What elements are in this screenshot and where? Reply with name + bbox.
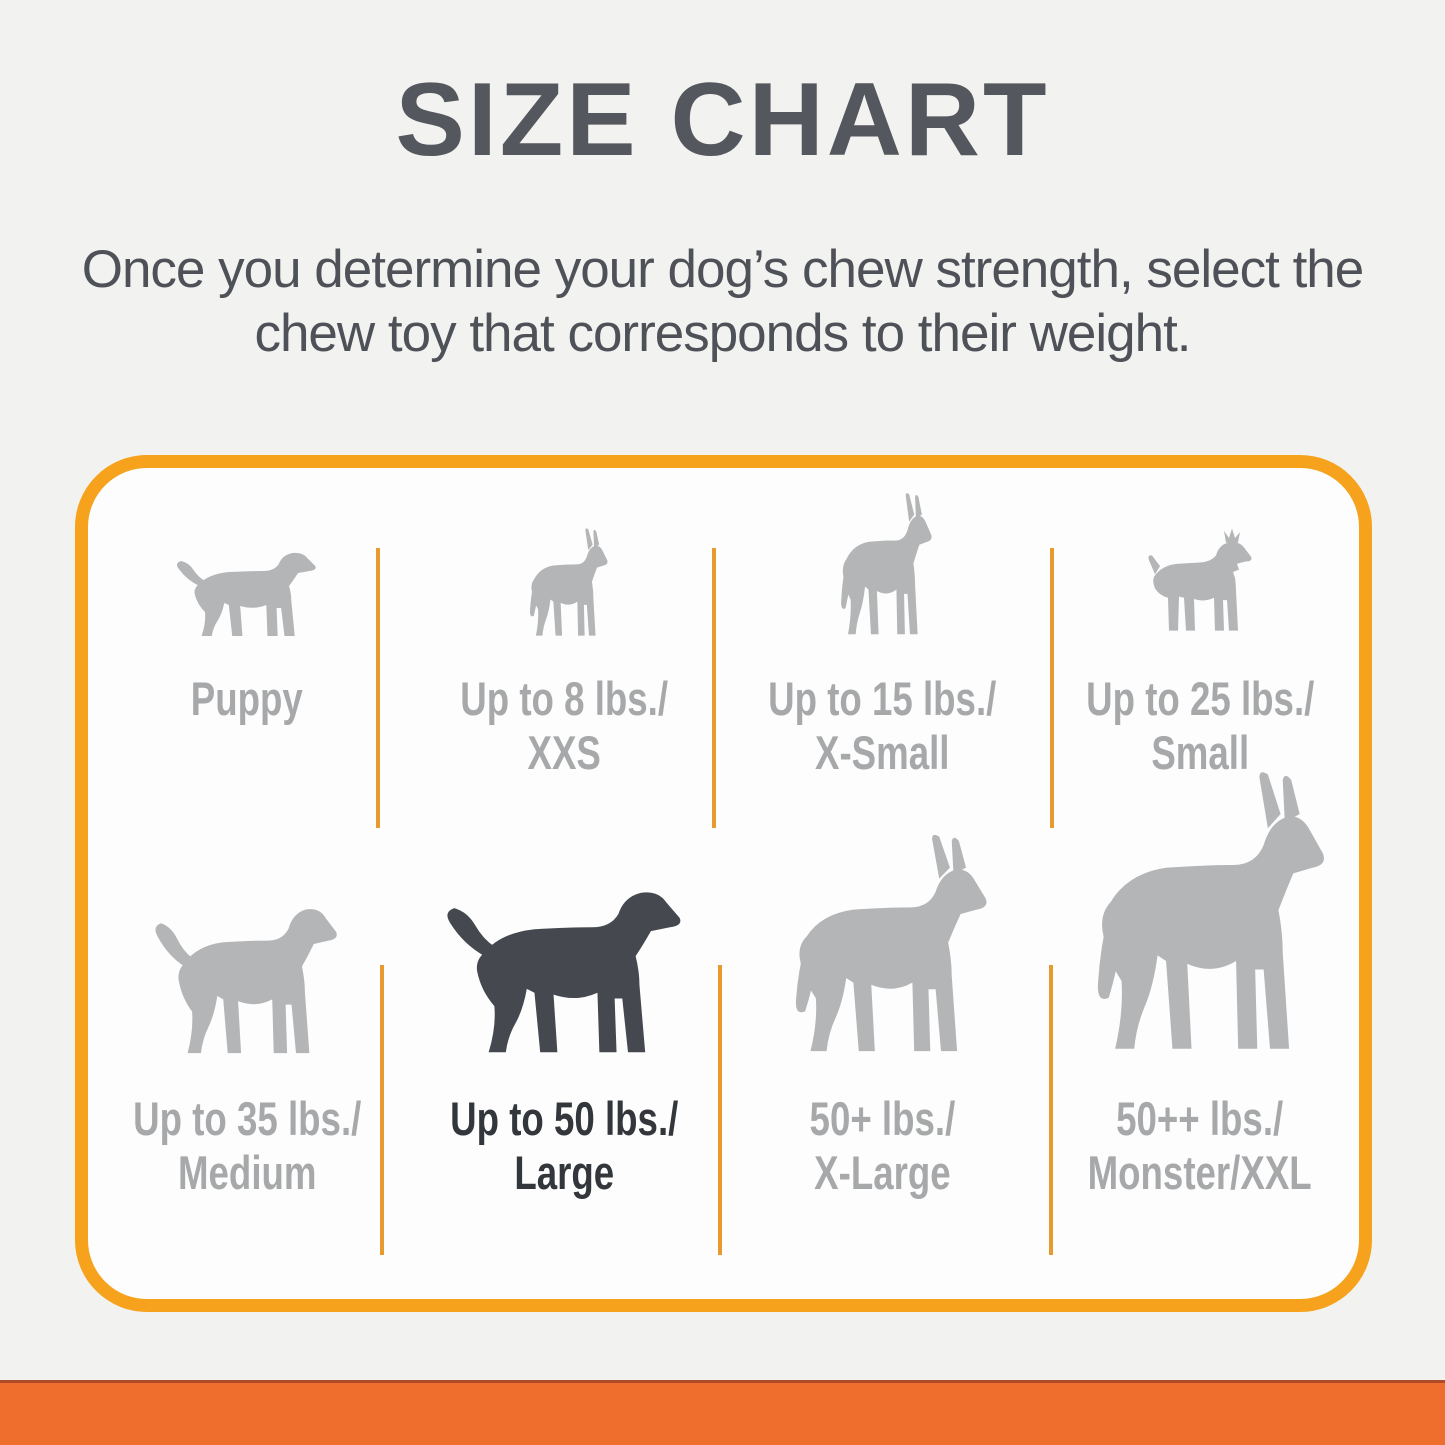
- icon-box: [764, 834, 1000, 1060]
- cattle-dog-icon: [796, 834, 987, 1052]
- size-label-line: 50+ lbs./: [809, 1092, 956, 1145]
- size-cell-puppy: Puppy: [88, 468, 406, 843]
- subtitle-line: Once you determine your dog’s chew stren…: [81, 240, 1365, 299]
- column-divider: [1049, 965, 1053, 1255]
- size-cell-monster-xxl: 50++ lbs./Monster/XXL: [1041, 772, 1359, 1299]
- icon-box: [1134, 468, 1266, 640]
- min-pin-dog-icon: [841, 493, 932, 635]
- column-divider: [1050, 548, 1054, 828]
- page-subtitle: Once you determine your dog’s chew stren…: [0, 238, 1445, 366]
- size-label: Up to 25 lbs./Small: [1086, 672, 1314, 780]
- size-label-line: Up to 50 lbs./: [450, 1092, 679, 1145]
- size-label: Up to 15 lbs./X-Small: [768, 672, 996, 780]
- column-divider: [380, 965, 384, 1255]
- size-label-line: Up to 15 lbs./: [768, 672, 997, 725]
- size-label-line: Small: [1151, 726, 1250, 779]
- size-label: Up to 8 lbs./XXS: [461, 672, 669, 780]
- bottom-accent-bar: [0, 1380, 1445, 1445]
- size-label-line: Large: [514, 1146, 615, 1199]
- icon-box: [826, 468, 938, 640]
- size-label-line: Medium: [177, 1146, 317, 1199]
- size-grid: Puppy Up to 8 lbs./XXS Up to 15 lbs./X-Sma…: [88, 468, 1359, 1299]
- page-title: SIZE CHART: [395, 62, 1050, 178]
- size-label: Up to 50 lbs./Large: [451, 1092, 679, 1200]
- size-label-line: XXS: [527, 726, 602, 779]
- size-label-line: Up to 25 lbs./: [1086, 672, 1315, 725]
- labrador-dog-icon: [447, 892, 681, 1053]
- size-label: 50++ lbs./Monster/XXL: [1088, 1092, 1312, 1200]
- icon-box: [149, 843, 345, 1060]
- size-cell-small: Up to 25 lbs./Small: [1041, 468, 1359, 843]
- size-label-line: Up to 35 lbs./: [132, 1092, 361, 1145]
- icon-box: [172, 468, 322, 640]
- size-label: 50+ lbs./X-Large: [810, 1092, 956, 1200]
- column-divider: [376, 548, 380, 828]
- size-cell-medium: Up to 35 lbs./Medium: [88, 843, 406, 1299]
- size-cell-xxs: Up to 8 lbs./XXS: [406, 468, 724, 843]
- size-cell-x-small: Up to 15 lbs./X-Small: [724, 468, 1042, 843]
- puppy-dog-icon: [176, 552, 316, 636]
- terrier-dog-icon: [1148, 528, 1252, 631]
- size-cell-large: Up to 50 lbs./Large: [406, 843, 724, 1299]
- column-divider: [712, 548, 716, 828]
- chihuahua-dog-icon: [529, 528, 608, 636]
- size-label-line: Monster/XXL: [1088, 1146, 1313, 1199]
- size-label-line: X-Small: [815, 726, 950, 779]
- size-label-line: X-Large: [814, 1146, 951, 1199]
- size-label: Up to 35 lbs./Medium: [133, 1092, 361, 1200]
- icon-box: [439, 843, 691, 1060]
- size-cell-x-large: 50+ lbs./X-Large: [724, 834, 1042, 1299]
- beagle-dog-icon: [155, 909, 337, 1054]
- great-dane-dog-icon: [1098, 772, 1325, 1049]
- icon-box: [1060, 772, 1340, 1060]
- size-label-line: Puppy: [190, 672, 303, 725]
- icon-box: [517, 468, 613, 640]
- size-label: Puppy: [191, 672, 303, 726]
- subtitle-line: chew toy that corresponds to their weigh…: [254, 304, 1191, 363]
- column-divider: [718, 965, 722, 1255]
- size-label-line: 50++ lbs./: [1116, 1092, 1284, 1145]
- size-label-line: Up to 8 lbs./: [460, 672, 669, 725]
- size-chart-card: Puppy Up to 8 lbs./XXS Up to 15 lbs./X-Sma…: [75, 455, 1372, 1312]
